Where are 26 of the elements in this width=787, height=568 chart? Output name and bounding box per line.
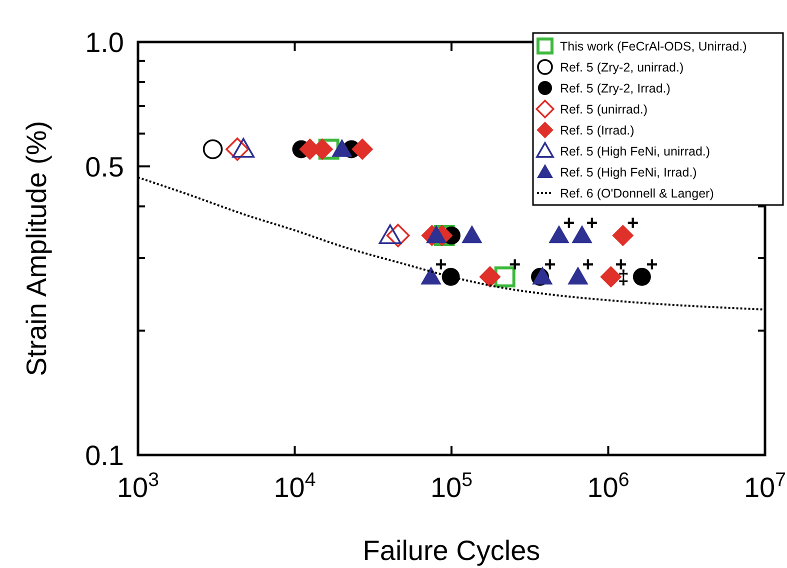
annotation: + (509, 254, 521, 276)
legend-label: Ref. 5 (Irrad.) (560, 124, 634, 138)
annotation: + (544, 254, 556, 276)
annotation: + (586, 212, 598, 234)
annotation: + (582, 254, 594, 276)
legend-label: Ref. 5 (Zry-2, Irrad.) (560, 82, 670, 96)
x-tick-label: 10$^{6}$ (587, 469, 630, 503)
x-tick-label: 10$^{7}$ (744, 469, 786, 503)
annotation: + (563, 212, 575, 234)
y-tick-label: 0.5 (85, 151, 124, 182)
y-tick-label: 0.1 (85, 440, 124, 471)
x-tick-label: 10$^{3}$ (116, 469, 160, 503)
legend-label: Ref. 6 (O'Donnell & Langer) (560, 186, 714, 200)
annotation: + (646, 254, 658, 276)
x-axis-title: Failure Cycles (362, 535, 540, 566)
legend-label: Ref. 5 (Zry-2, unirrad.) (560, 60, 684, 74)
legend-label: Ref. 5 (High FeNi, unirrad.) (560, 144, 710, 158)
y-axis-title: Strain Amplitude (%) (21, 120, 52, 376)
legend-label: Ref. 5 (High FeNi, Irrad.) (560, 166, 697, 180)
y-tick-label: 1.0 (85, 27, 124, 58)
x-tick-label: 10$^{5}$ (430, 469, 473, 503)
annotation: + (435, 254, 447, 276)
annotation: + (627, 212, 639, 234)
legend-label: Ref. 5 (unirrad.) (560, 102, 648, 116)
legend-label: This work (FeCrAl-ODS, Unirrad.) (560, 40, 747, 54)
x-tick-label: 10$^{4}$ (274, 469, 316, 503)
